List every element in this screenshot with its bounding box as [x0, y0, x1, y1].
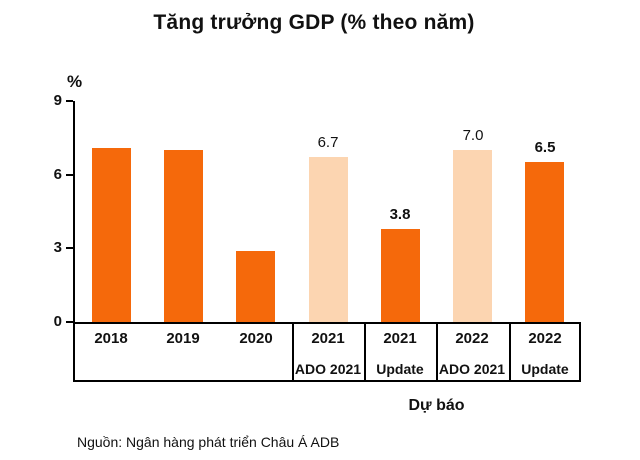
- chart-title: Tăng trưởng GDP (% theo năm): [153, 11, 475, 34]
- y-tick-mark: [66, 173, 73, 176]
- x-axis-cell-divider: [364, 322, 366, 382]
- y-tick-label: 9: [53, 92, 62, 109]
- bar-value-label: 3.8: [389, 206, 411, 223]
- bar-2021-ado-2021: [309, 157, 348, 322]
- x-axis-cell-divider: [292, 322, 294, 382]
- bar-2018: [92, 148, 131, 322]
- y-tick-mark: [66, 321, 73, 323]
- x-axis-sub-label: Update: [376, 361, 424, 377]
- y-tick-label: 3: [53, 239, 62, 257]
- bar-2022-ado-2021: [453, 150, 492, 322]
- x-axis-year-label: 2021: [311, 330, 345, 347]
- bar-2022-update: [525, 162, 564, 322]
- x-axis-box: [73, 322, 581, 382]
- bar-value-label: 6.7: [317, 134, 339, 151]
- x-axis-sub-label: Update: [521, 361, 569, 377]
- y-tick-label: 6: [53, 165, 62, 183]
- bar-value-label: 6.5: [534, 139, 556, 156]
- bar-value-label: 7.0: [462, 127, 484, 144]
- x-axis-cell-divider: [436, 322, 438, 382]
- x-axis-year-label: 2018: [94, 330, 128, 347]
- x-axis-sub-label: ADO 2021: [294, 361, 362, 377]
- x-axis-year-label: 2022: [455, 330, 489, 347]
- x-axis-year-label: 2022: [528, 330, 562, 347]
- y-axis-line: [73, 101, 75, 324]
- y-tick-mark: [66, 247, 73, 250]
- x-axis-year-label: 2021: [383, 330, 417, 347]
- bar-2020: [236, 251, 275, 322]
- bar-2021-update: [381, 229, 420, 322]
- x-axis-sub-label: ADO 2021: [438, 361, 506, 377]
- x-axis-year-label: 2019: [166, 330, 200, 347]
- y-tick-label: 0: [53, 313, 62, 330]
- forecast-group-label: Dự báo: [408, 397, 465, 414]
- y-tick-mark: [66, 100, 73, 102]
- x-axis-year-label: 2020: [239, 330, 273, 347]
- bar-2019: [164, 150, 203, 322]
- source-note: Nguồn: Ngân hàng phát triển Châu Á ADB: [77, 434, 340, 450]
- x-axis-cell-divider: [509, 322, 511, 382]
- y-axis-unit-label: %: [67, 72, 83, 91]
